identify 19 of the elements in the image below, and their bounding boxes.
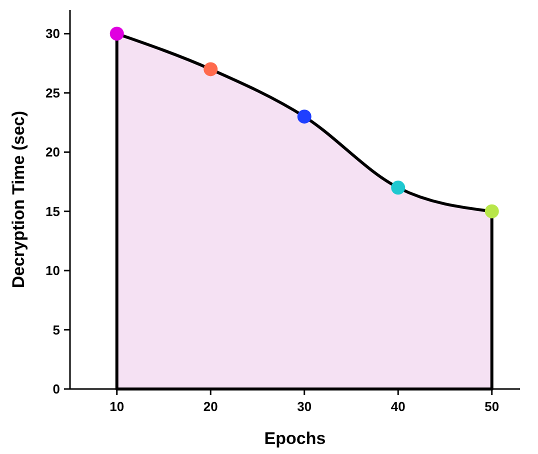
y-tick-label: 20 bbox=[46, 144, 60, 160]
point bbox=[484, 204, 499, 218]
point bbox=[204, 62, 218, 76]
y-tick-label: 25 bbox=[46, 85, 60, 100]
x-tick-label: 40 bbox=[390, 399, 406, 414]
y-tick-label: 15 bbox=[46, 204, 60, 219]
y-tick-label: 10 bbox=[46, 263, 60, 278]
x-tick-label: 30 bbox=[297, 399, 312, 414]
y-tick-label: 30 bbox=[46, 26, 60, 42]
y-axis-title: Decryption Time (sec) bbox=[9, 110, 28, 288]
point bbox=[110, 26, 124, 41]
x-tick-label: 10 bbox=[110, 399, 124, 414]
x-axis-title: Epochs bbox=[264, 429, 326, 448]
y-tick-label: 0 bbox=[52, 382, 60, 396]
point bbox=[297, 110, 312, 124]
point bbox=[391, 180, 406, 195]
y-tick-label: 5 bbox=[52, 322, 60, 338]
x-tick-label: 50 bbox=[484, 399, 500, 414]
x-tick-label: 20 bbox=[203, 399, 218, 414]
